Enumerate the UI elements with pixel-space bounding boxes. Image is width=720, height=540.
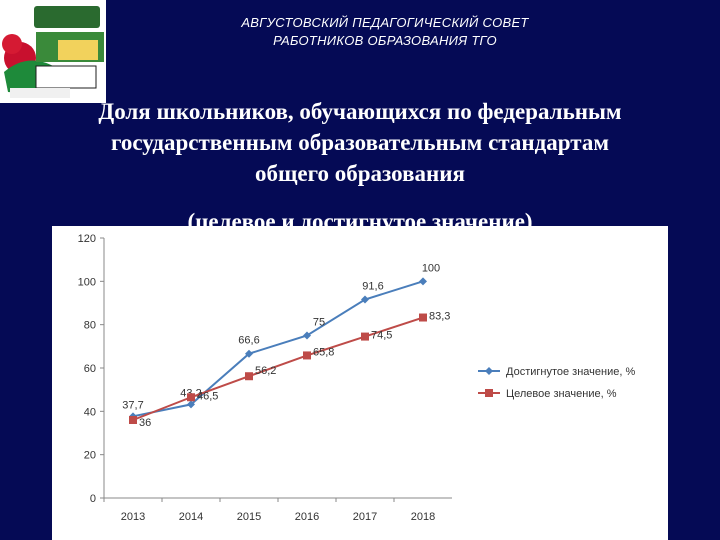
y-tick-label: 0 [90,493,96,505]
x-tick-label: 2017 [353,511,377,523]
data-point [187,393,195,402]
chart-axes [103,238,452,499]
page-title: Доля школьников, обучающихся по федераль… [0,96,720,189]
y-axis-ticks: 0 20 40 60 80 100 120 [78,233,104,505]
legend: Достигнутое значение, % Целевое значение,… [478,366,635,400]
subtitle-clip: (целевое и достигнутое значение) [0,206,720,226]
data-point [245,349,253,358]
x-tick-label: 2013 [121,511,145,523]
y-tick-label: 80 [84,320,96,332]
legend-label: Целевое значение, % [506,388,617,400]
legend-item: Целевое значение, % [478,388,617,400]
y-tick-label: 120 [78,233,96,245]
x-tick-label: 2015 [237,511,261,523]
data-label: 66,6 [238,335,259,347]
data-label: 37,7 [122,399,143,411]
data-point [245,372,253,381]
title-line-1: Доля школьников, обучающихся по федераль… [98,99,622,124]
data-label: 46,5 [197,390,218,402]
legend-item: Достигнутое значение, % [478,366,635,378]
x-axis-ticks: 2013 2014 2015 2016 2017 2018 [103,498,435,523]
line-chart: 0 20 40 60 80 100 120 2013 2014 2015 2016 2017 2018… [78,233,636,523]
series-target: 36 46,5 56,2 65,8 74,5 83,3 [129,311,450,429]
legend-label: Достигнутое значение, % [506,366,635,378]
series-layer: 37,743,266,67591,61003646,556,265,874,58… [122,262,450,429]
title-line-4: (целевое и достигнутое значение) [187,209,533,226]
y-tick-label: 40 [84,406,96,418]
title-line-3: общего образования [255,161,465,186]
title-line-2: государственным образовательным стандарт… [110,130,610,155]
legend-marker [485,389,493,397]
data-point [419,277,427,286]
data-point [361,332,369,341]
data-point [303,331,311,340]
data-label: 91,6 [362,281,383,293]
header-line-1: АВГУСТОВСКИЙ ПЕДАГОГИЧЕСКИЙ СОВЕТ [241,15,529,30]
header-line-2: РАБОТНИКОВ ОБРАЗОВАНИЯ ТГО [273,33,497,48]
data-point [303,351,311,360]
legend-marker [485,367,493,375]
data-label: 100 [422,262,440,274]
data-label: 83,3 [429,311,450,323]
data-label: 36 [139,417,151,429]
series-line [132,316,424,421]
y-tick-label: 60 [84,363,96,375]
chart-panel: 0 20 40 60 80 100 120 2013 2014 2015 2016 2017 2018… [52,226,668,540]
logo [0,0,106,103]
data-point [187,400,195,409]
data-point [361,295,369,304]
header: АВГУСТОВСКИЙ ПЕДАГОГИЧЕСКИЙ СОВЕТ РАБОТН… [150,14,620,50]
y-tick-label: 100 [78,276,96,288]
data-label: 75 [313,317,325,329]
data-label: 56,2 [255,365,276,377]
y-tick-label: 20 [84,450,96,462]
data-label: 65,8 [313,346,334,358]
data-point [129,416,137,424]
series-line [132,280,424,418]
anniversary-emblem [0,0,106,103]
x-tick-label: 2016 [295,511,319,523]
data-label: 74,5 [371,330,392,342]
x-tick-label: 2018 [411,511,435,523]
data-point [419,313,427,322]
x-tick-label: 2014 [179,511,203,523]
